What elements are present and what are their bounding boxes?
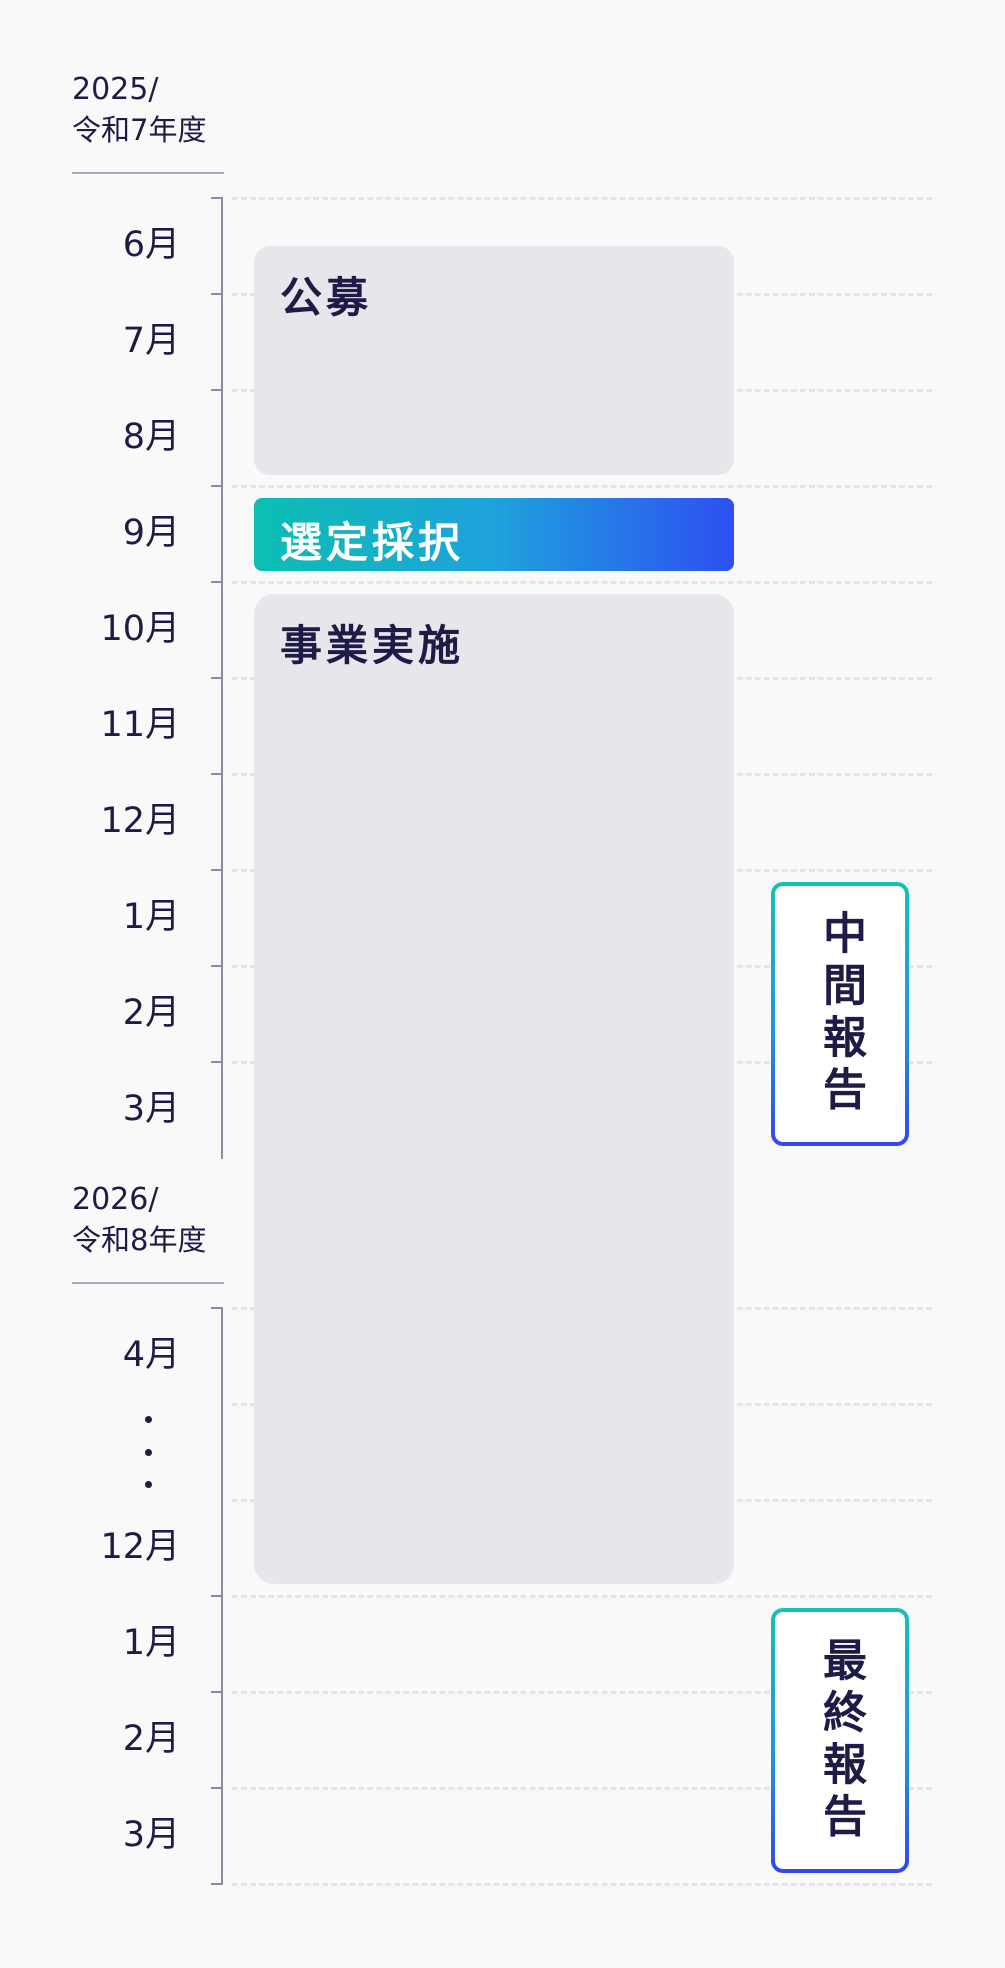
report-label: 最終報告 bbox=[815, 1636, 866, 1845]
gridline bbox=[232, 1691, 932, 1694]
ellipsis-dot bbox=[145, 1481, 152, 1488]
axis-tick bbox=[211, 965, 223, 967]
month-label: 3月 bbox=[122, 1815, 180, 1855]
axis-tick bbox=[211, 485, 223, 487]
axis-tick bbox=[211, 581, 223, 583]
axis-tick bbox=[211, 1061, 223, 1063]
fiscal-year-number: 2025/ bbox=[72, 72, 159, 107]
month-label: 2月 bbox=[122, 993, 180, 1033]
gridline bbox=[232, 1595, 932, 1598]
phase-recruitment-block: 公募 bbox=[254, 246, 734, 475]
ellipsis-dot bbox=[145, 1449, 152, 1456]
month-label: 3月 bbox=[122, 1089, 180, 1129]
fiscal-year-divider bbox=[72, 172, 224, 174]
month-label: 6月 bbox=[122, 225, 180, 265]
fiscal-year-era: 令和7年度 bbox=[72, 113, 207, 147]
month-label: 2月 bbox=[122, 1719, 180, 1759]
interim-report-box: 中間報告 bbox=[771, 882, 909, 1146]
fiscal-year-label-2026: 2026/ 令和8年度 bbox=[72, 1180, 242, 1260]
fiscal-year-era: 令和8年度 bbox=[72, 1223, 207, 1257]
phase-selection-block: 選定採択 bbox=[254, 498, 734, 571]
phase-label: 公募 bbox=[280, 273, 373, 322]
axis-tick bbox=[211, 1307, 223, 1309]
report-label: 中間報告 bbox=[815, 910, 866, 1118]
axis-tick bbox=[211, 1883, 223, 1885]
gridline bbox=[232, 1787, 932, 1790]
month-label: 1月 bbox=[122, 897, 180, 937]
report-box-inner: 中間報告 bbox=[775, 886, 905, 1142]
month-label: 7月 bbox=[122, 321, 180, 361]
axis-tick bbox=[211, 869, 223, 871]
gridline bbox=[232, 197, 932, 200]
phase-label: 事業実施 bbox=[280, 621, 465, 670]
month-label: 4月 bbox=[122, 1335, 180, 1375]
month-label: 12月 bbox=[100, 1527, 180, 1567]
month-label: 10月 bbox=[100, 609, 180, 649]
axis-tick bbox=[211, 677, 223, 679]
fiscal-year-number: 2026/ bbox=[72, 1182, 159, 1217]
month-label: 1月 bbox=[122, 1623, 180, 1663]
month-label: 11月 bbox=[100, 705, 180, 745]
gridline bbox=[232, 581, 932, 584]
axis-tick bbox=[211, 293, 223, 295]
final-report-box: 最終報告 bbox=[771, 1608, 909, 1873]
month-label: 8月 bbox=[122, 417, 180, 457]
gridline bbox=[232, 1883, 932, 1886]
phase-implementation-block: 事業実施 bbox=[254, 594, 734, 1584]
axis-tick bbox=[211, 389, 223, 391]
axis-tick bbox=[211, 197, 223, 199]
gridline bbox=[232, 485, 932, 488]
axis-tick bbox=[211, 1787, 223, 1789]
axis-tick bbox=[211, 1595, 223, 1597]
axis-tick bbox=[211, 1691, 223, 1693]
fiscal-year-divider bbox=[72, 1282, 224, 1284]
ellipsis-dot bbox=[145, 1416, 152, 1423]
axis-tick bbox=[211, 773, 223, 775]
month-label: 9月 bbox=[122, 513, 180, 553]
month-label: 12月 bbox=[100, 801, 180, 841]
fiscal-year-label-2025: 2025/ 令和7年度 bbox=[72, 70, 242, 150]
phase-label: 選定採択 bbox=[280, 518, 465, 567]
report-box-inner: 最終報告 bbox=[775, 1612, 905, 1869]
